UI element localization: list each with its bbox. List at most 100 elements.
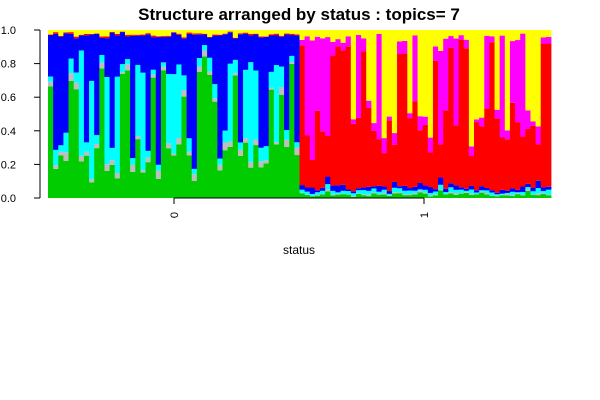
bar-segment-topic-yellow: [330, 30, 336, 42]
bar-segment-topic-gray: [314, 195, 321, 196]
bar-segment-topic-red: [83, 33, 90, 36]
bar-segment-topic-yellow: [155, 30, 162, 37]
bar-segment-topic-magenta: [479, 117, 485, 127]
bar-segment-topic-yellow: [119, 30, 126, 32]
bar-segment-topic-gray: [130, 164, 136, 172]
bar-segment-topic-yellow: [391, 30, 398, 134]
bar-segment-topic-blue: [278, 36, 285, 67]
bar-segment-topic-green: [438, 190, 444, 198]
bar-segment-topic-yellow: [217, 30, 223, 35]
bar-segment-topic-magenta: [463, 39, 470, 49]
bar-segment-topic-blue: [422, 185, 429, 190]
bar-segment-topic-cyan: [68, 58, 75, 74]
bar-segment-topic-yellow: [114, 30, 121, 34]
bar-segment-topic-red: [494, 118, 501, 193]
bar-segment-topic-green: [448, 193, 454, 198]
bar-segment-topic-yellow: [294, 30, 300, 35]
bar-segment-topic-blue: [155, 37, 162, 165]
bar-segment-topic-red: [130, 34, 136, 36]
bar-segment-topic-green: [284, 147, 290, 198]
bar-segment-topic-yellow: [520, 30, 526, 34]
bar-segment-topic-red: [284, 33, 290, 35]
bar-segment-topic-yellow: [68, 30, 75, 33]
bar-segment-topic-yellow: [150, 30, 157, 36]
bar-segment-topic-gray: [402, 194, 408, 196]
bar-segment-topic-blue: [350, 191, 357, 194]
bar-segment-topic-yellow: [381, 30, 388, 139]
bar-segment-topic-magenta: [381, 138, 388, 154]
bar-segment-topic-green: [248, 167, 254, 198]
bar-segment-topic-gray: [509, 194, 516, 197]
bar-segment-topic-green: [463, 192, 470, 198]
bar-segment-topic-blue: [237, 34, 244, 143]
x-axis-label: status: [283, 243, 315, 257]
bar-segment-topic-blue: [453, 185, 460, 190]
bar-segment-topic-gray: [48, 81, 54, 87]
bar-segment-topic-green: [294, 155, 300, 198]
bar-segment-topic-gray: [350, 195, 357, 197]
bar-segment-topic-red: [345, 46, 352, 190]
bar-segment-topic-cyan: [453, 189, 460, 193]
bar-segment-topic-gray: [335, 193, 341, 195]
bar-segment-topic-blue: [160, 36, 167, 63]
bar-segment-topic-yellow: [278, 30, 285, 36]
bar-segment-topic-gray: [330, 194, 336, 196]
bar-segment-topic-green: [427, 196, 434, 198]
bar-segment-topic-green: [422, 193, 429, 198]
bar-segment-topic-green: [94, 148, 100, 198]
bar-segment-topic-red: [325, 135, 331, 177]
bar-segment-topic-yellow: [468, 30, 475, 147]
bar-segment-topic-green: [468, 194, 475, 198]
bar-segment-topic-red: [520, 136, 526, 187]
bar-segment-topic-green: [499, 195, 506, 198]
bar-segment-topic-blue: [268, 35, 275, 72]
bar-segment-topic-yellow: [207, 30, 213, 37]
bar-segment-topic-red: [186, 32, 193, 34]
bar-segment-topic-cyan: [494, 194, 501, 196]
bar-segment-topic-blue: [263, 36, 270, 147]
bar-segment-topic-green: [412, 194, 418, 198]
bar-segment-topic-blue: [253, 34, 259, 71]
bar-segment-topic-yellow: [248, 30, 254, 34]
bar-segment-topic-green: [340, 194, 347, 198]
bar-segment-topic-yellow: [258, 30, 264, 37]
bar-segment-topic-blue: [176, 34, 182, 65]
bar-segment-topic-green: [58, 155, 64, 198]
bar-segment-topic-magenta: [335, 39, 341, 47]
bar-segment-topic-blue: [381, 186, 388, 190]
bar-segment-topic-green: [68, 80, 75, 198]
bar-segment-topic-blue: [386, 191, 393, 194]
y-tick-label: 0.4: [1, 126, 16, 138]
bar-segment-topic-cyan: [427, 192, 434, 196]
bar-segment-topic-blue: [181, 38, 187, 76]
bar-segment-topic-red: [335, 46, 341, 186]
bar-segment-topic-blue: [186, 33, 193, 139]
bar-segment-topic-green: [243, 142, 249, 198]
bar-segment-topic-magenta: [309, 40, 316, 160]
bar-segment-topic-green: [325, 191, 331, 198]
bar-segment-topic-magenta: [350, 119, 357, 124]
bar-segment-topic-blue: [489, 190, 495, 193]
bar-segment-topic-cyan: [515, 192, 521, 194]
bar-segment-topic-red: [397, 54, 403, 187]
bar-segment-topic-red: [330, 55, 336, 186]
bar-segment-topic-blue: [104, 38, 110, 77]
bar-segment-topic-cyan: [273, 65, 280, 143]
bar-segment-topic-yellow: [145, 30, 152, 34]
bar-segment-topic-cyan: [535, 188, 542, 194]
bar-segment-topic-blue: [443, 188, 449, 193]
bar-segment-topic-yellow: [397, 30, 403, 42]
bar-segment-topic-cyan: [458, 189, 465, 193]
bar-segment-topic-yellow: [109, 30, 116, 32]
bar-segment-topic-gray: [273, 142, 280, 145]
bar-segment-topic-magenta: [432, 46, 439, 61]
bar-segment-topic-yellow: [201, 30, 208, 34]
bar-segment-topic-magenta: [391, 133, 398, 145]
bar-segment-topic-red: [535, 144, 542, 181]
bar-segment-topic-yellow: [417, 30, 424, 117]
bar-segment-topic-red: [458, 39, 465, 188]
bar-segment-topic-green: [114, 178, 121, 198]
bar-segment-topic-gray: [263, 160, 270, 164]
bar-segment-topic-red: [499, 137, 506, 190]
